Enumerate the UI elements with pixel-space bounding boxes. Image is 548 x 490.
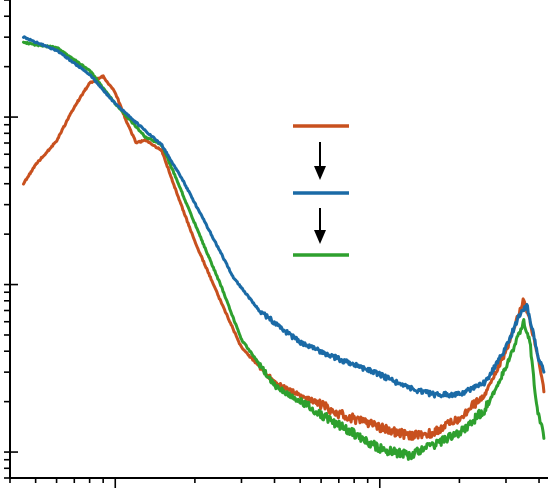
series-line-blue [22,35,546,399]
series-line-orange [22,74,546,441]
series-layer [22,35,546,461]
series-line-green [22,40,546,461]
y-ticks [4,0,18,479]
legend-arrowhead-icon [314,166,326,180]
legend-arrowhead-icon [314,230,326,244]
legend [293,124,349,257]
x-ticks [9,478,540,488]
